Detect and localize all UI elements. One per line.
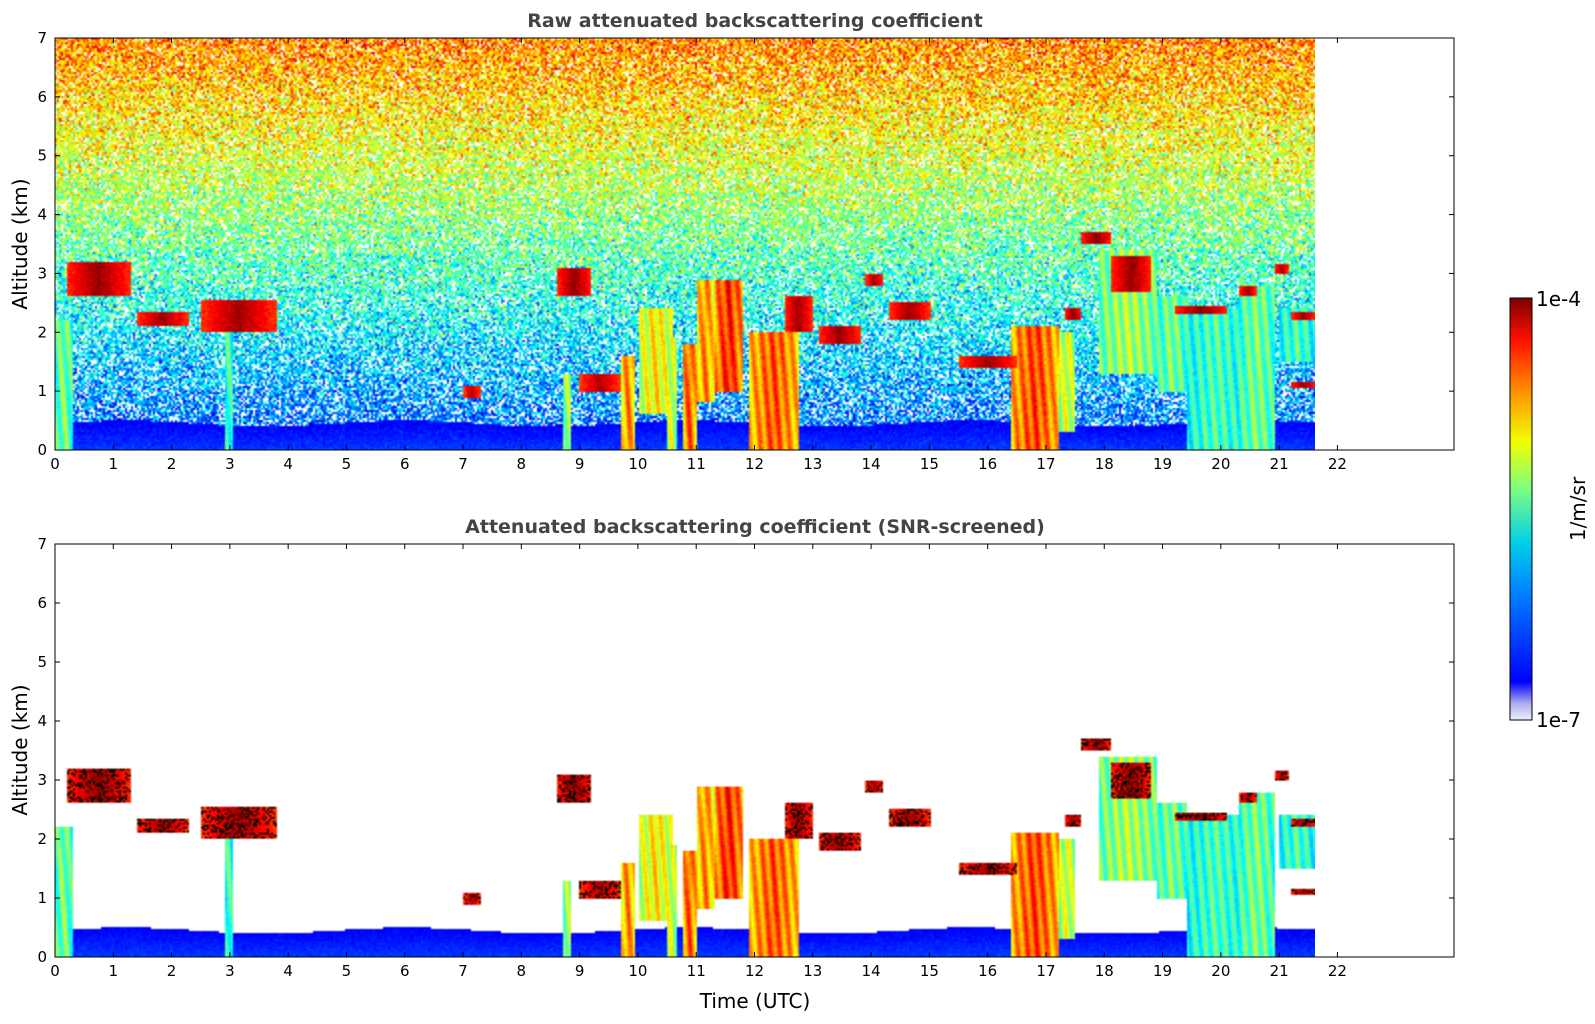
y-tick-label: 4 bbox=[37, 206, 47, 224]
x-tick-label: 5 bbox=[342, 455, 352, 473]
y-tick-label: 6 bbox=[37, 594, 47, 612]
colorbar-max-label: 1e-4 bbox=[1536, 287, 1581, 311]
y-tick-label: 1 bbox=[37, 382, 47, 400]
screened-x-axis-ticks: 0 1 2 3 4 5 6 7 8 9 10 11 12 13 14 15 16 17 18 19 20 21 22 bbox=[50, 544, 1347, 980]
x-tick-label: 5 bbox=[342, 962, 352, 980]
x-tick-label: 19 bbox=[1153, 455, 1172, 473]
x-tick-label: 6 bbox=[400, 455, 410, 473]
y-tick-label: 3 bbox=[37, 264, 47, 282]
x-tick-label: 15 bbox=[920, 455, 939, 473]
x-tick-label: 3 bbox=[225, 455, 235, 473]
x-tick-label: 1 bbox=[109, 455, 119, 473]
y-tick-label: 7 bbox=[37, 29, 47, 47]
y-tick-label: 5 bbox=[37, 653, 47, 671]
x-tick-label: 1 bbox=[109, 962, 119, 980]
colorbar-units-label: 1/m/sr bbox=[1566, 476, 1590, 541]
raw-y-axis-ticks: 0 1 2 3 4 5 6 7 bbox=[37, 29, 1454, 459]
screened-y-axis-label: Altitude (km) bbox=[8, 684, 32, 815]
x-tick-label: 0 bbox=[50, 455, 60, 473]
x-tick-label: 7 bbox=[458, 455, 468, 473]
x-tick-label: 9 bbox=[575, 962, 585, 980]
y-tick-label: 6 bbox=[37, 88, 47, 106]
x-tick-label: 20 bbox=[1211, 455, 1230, 473]
x-tick-label: 16 bbox=[978, 455, 997, 473]
x-tick-label: 2 bbox=[167, 962, 177, 980]
x-tick-label: 22 bbox=[1328, 455, 1347, 473]
screened-heatmap-image bbox=[55, 544, 1315, 957]
y-tick-label: 0 bbox=[37, 948, 47, 966]
x-tick-label: 17 bbox=[1036, 962, 1055, 980]
x-tick-label: 3 bbox=[225, 962, 235, 980]
x-tick-label: 0 bbox=[50, 962, 60, 980]
x-tick-label: 14 bbox=[862, 455, 881, 473]
screened-panel-title: Attenuated backscattering coefficient (S… bbox=[465, 516, 1045, 538]
x-tick-label: 22 bbox=[1328, 962, 1347, 980]
x-tick-label: 17 bbox=[1036, 455, 1055, 473]
x-tick-label: 13 bbox=[803, 962, 822, 980]
y-tick-label: 2 bbox=[37, 830, 47, 848]
y-tick-label: 7 bbox=[37, 535, 47, 553]
x-tick-label: 2 bbox=[167, 455, 177, 473]
x-tick-label: 18 bbox=[1095, 455, 1114, 473]
x-tick-label: 11 bbox=[687, 455, 706, 473]
x-tick-label: 19 bbox=[1153, 962, 1172, 980]
x-tick-label: 10 bbox=[628, 455, 647, 473]
colorbar-gradient bbox=[1509, 297, 1533, 721]
x-tick-label: 15 bbox=[920, 962, 939, 980]
screened-panel: Attenuated backscattering coefficient (S… bbox=[8, 516, 1455, 1013]
x-axis-label: Time (UTC) bbox=[699, 989, 811, 1013]
colorbar: 1e-4 1e-7 1/m/sr bbox=[1509, 287, 1590, 732]
x-tick-label: 8 bbox=[517, 962, 527, 980]
raw-heatmap-image bbox=[55, 38, 1315, 450]
x-tick-label: 9 bbox=[575, 455, 585, 473]
y-tick-label: 3 bbox=[37, 771, 47, 789]
y-tick-label: 1 bbox=[37, 889, 47, 907]
x-tick-label: 12 bbox=[745, 455, 764, 473]
x-tick-label: 6 bbox=[400, 962, 410, 980]
screened-y-axis-ticks: 0 1 2 3 4 5 6 7 bbox=[37, 535, 1454, 966]
y-tick-label: 0 bbox=[37, 441, 47, 459]
x-tick-label: 14 bbox=[862, 962, 881, 980]
x-tick-label: 13 bbox=[803, 455, 822, 473]
x-tick-label: 12 bbox=[745, 962, 764, 980]
x-tick-label: 11 bbox=[687, 962, 706, 980]
x-tick-label: 8 bbox=[517, 455, 527, 473]
y-tick-label: 4 bbox=[37, 712, 47, 730]
raw-y-axis-label: Altitude (km) bbox=[8, 178, 32, 309]
x-tick-label: 20 bbox=[1211, 962, 1230, 980]
raw-panel: Raw attenuated backscattering coefficien… bbox=[8, 10, 1455, 473]
x-tick-label: 7 bbox=[458, 962, 468, 980]
x-tick-label: 10 bbox=[628, 962, 647, 980]
x-tick-label: 21 bbox=[1270, 962, 1289, 980]
x-tick-label: 4 bbox=[283, 962, 293, 980]
raw-panel-title: Raw attenuated backscattering coefficien… bbox=[527, 10, 983, 32]
x-tick-label: 16 bbox=[978, 962, 997, 980]
y-tick-label: 5 bbox=[37, 147, 47, 165]
x-tick-label: 4 bbox=[283, 455, 293, 473]
y-tick-label: 2 bbox=[37, 323, 47, 341]
raw-x-axis-ticks: 0 1 2 3 4 5 6 7 8 9 10 11 12 13 14 15 16 17 18 19 20 21 22 bbox=[50, 38, 1347, 473]
x-tick-label: 18 bbox=[1095, 962, 1114, 980]
colorbar-min-label: 1e-7 bbox=[1536, 708, 1581, 732]
x-tick-label: 21 bbox=[1270, 455, 1289, 473]
